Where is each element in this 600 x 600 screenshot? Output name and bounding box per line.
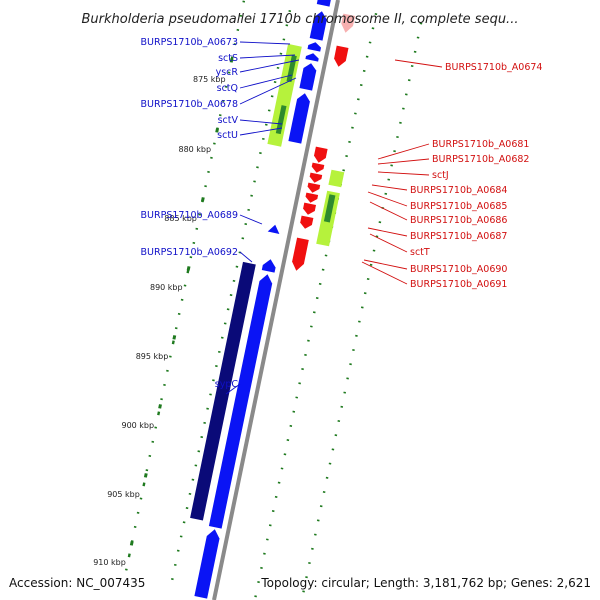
kbp-tick: [186, 266, 191, 271]
forward-gene: [288, 93, 310, 144]
gene-label-left[interactable]: sctS: [218, 53, 238, 64]
kbp-tick-label: 900 kbp: [121, 421, 154, 430]
kbp-tick-label: 875 kbp: [193, 75, 226, 84]
scale-dot: [127, 553, 131, 558]
callout-line: [239, 119, 283, 125]
green-gene: [323, 194, 336, 223]
callout-line: [363, 259, 408, 270]
kbp-tick: [158, 404, 162, 409]
gene-callouts: BURPS1710b_A0673 sctS yscR sctQ BURPS1710b_A…: [141, 37, 542, 395]
lime-gene: [328, 169, 345, 188]
forward-gene: [208, 274, 273, 529]
kbp-tick: [172, 335, 177, 340]
reverse-gene: [303, 202, 316, 215]
gene-label-right[interactable]: BURPS1710b_A0684: [410, 185, 507, 196]
callout-line: [239, 59, 300, 73]
gene-features: [190, 0, 356, 599]
gene-label-right[interactable]: BURPS1710b_A0691: [410, 279, 507, 290]
accession-text: Accession: NC_007435: [9, 576, 145, 590]
callout-line: [239, 74, 293, 89]
gene-label-left[interactable]: sctU: [217, 130, 238, 141]
kbp-tick-label: 895 kbp: [136, 352, 169, 361]
callout-line: [377, 143, 430, 160]
callout-line: [361, 261, 408, 285]
kbp-tick: [143, 473, 148, 478]
callout-line: [367, 191, 408, 207]
callout-line: [367, 227, 408, 237]
forward-gene: [305, 53, 319, 62]
gene-label-right[interactable]: BURPS1710b_A0687: [410, 231, 507, 242]
forward-gene: [190, 261, 256, 521]
callout-line: [377, 158, 430, 165]
reverse-gene: [341, 13, 356, 33]
kbp-tick: [129, 541, 134, 546]
topology-text: Topology: circular; Length: 3,181,762 bp…: [260, 576, 591, 590]
gene-label-left[interactable]: sctV: [218, 115, 239, 126]
reverse-gene: [311, 162, 325, 173]
gene-label-right[interactable]: BURPS1710b_A0685: [410, 201, 507, 212]
green-gene: [275, 105, 287, 135]
kbp-tick: [200, 197, 205, 202]
scale-dots: [125, 0, 423, 598]
gene-label-left[interactable]: BURPS1710b_A0673: [141, 37, 238, 48]
kbp-tick-label: 880 kbp: [178, 145, 211, 154]
callout-line: [377, 171, 430, 176]
reverse-gene: [307, 182, 321, 193]
callout-line: [239, 54, 296, 59]
forward-gene: [307, 42, 321, 52]
kbp-tick-label: 905 kbp: [107, 490, 140, 499]
backbone: [212, 0, 340, 600]
reverse-gene: [334, 45, 349, 67]
callout-line: [369, 233, 408, 253]
gene-label-left[interactable]: BURPS1710b_A0678: [141, 99, 238, 110]
reverse-gene: [292, 237, 309, 271]
reverse-gene: [314, 146, 328, 163]
callout-line: [239, 251, 253, 263]
gene-label-right[interactable]: BURPS1710b_A0681: [432, 139, 529, 150]
scale-dot: [142, 482, 146, 487]
kbp-tick: [215, 128, 219, 133]
forward-gene: [299, 63, 317, 91]
callout-line: [369, 201, 408, 221]
gene-label-left[interactable]: sypC: [215, 379, 239, 390]
reverse-gene: [309, 172, 323, 183]
gene-label-right[interactable]: BURPS1710b_A0690: [410, 264, 507, 275]
gene-label-right[interactable]: sctT: [410, 247, 430, 258]
gene-label-right[interactable]: BURPS1710b_A0686: [410, 215, 507, 226]
kbp-tick-label: 910 kbp: [93, 558, 126, 567]
forward-gene: [267, 224, 280, 234]
kbp-tick: [229, 58, 234, 63]
scale-dot: [157, 411, 161, 416]
forward-gene: [194, 529, 220, 599]
gene-label-left[interactable]: BURPS1710b_A0689: [141, 210, 238, 221]
reverse-gene: [300, 215, 314, 229]
gene-label-right[interactable]: sctJ: [432, 170, 449, 181]
callout-line: [225, 383, 241, 395]
gene-label-right[interactable]: BURPS1710b_A0682: [432, 154, 529, 165]
map-title: Burkholderia pseudomallei 1710b chromoso…: [82, 12, 519, 27]
backbone-line: [212, 0, 340, 600]
gene-label-left[interactable]: yscR: [216, 67, 239, 78]
gene-label-left[interactable]: BURPS1710b_A0692: [141, 247, 238, 258]
gene-label-left[interactable]: sctQ: [217, 83, 238, 94]
kbp-tick-label: 885 kbp: [164, 214, 197, 223]
callout-line: [239, 127, 283, 136]
callout-line: [239, 214, 263, 225]
forward-gene: [309, 11, 327, 41]
gene-label-right[interactable]: BURPS1710b_A0674: [445, 62, 542, 73]
forward-gene: [316, 0, 331, 7]
callout-line: [371, 184, 408, 191]
scale-dot: [171, 340, 175, 345]
callout-line: [239, 41, 291, 45]
reverse-gene: [305, 192, 319, 203]
kbp-tick-label: 890 kbp: [150, 283, 183, 292]
kbp-ruler: 875 kbp 880 kbp 885 kbp 890 kbp 895 kbp 900 k…: [93, 58, 234, 567]
forward-gene: [261, 259, 276, 273]
callout-line: [394, 59, 443, 68]
callout-line: [239, 77, 297, 105]
